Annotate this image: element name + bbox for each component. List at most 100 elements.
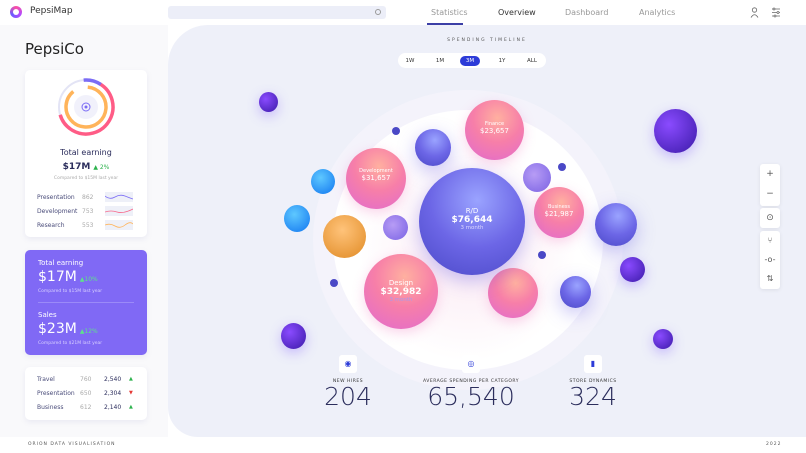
sparkline <box>105 192 133 202</box>
earning-label: Total earning <box>38 259 84 267</box>
bubble[interactable] <box>654 109 697 153</box>
bubble-label: Design <box>388 279 414 287</box>
center-button[interactable]: ⊙ <box>760 208 780 228</box>
divider <box>38 302 134 303</box>
tab-dashboard[interactable]: Dashboard <box>565 8 609 17</box>
sales-label: Sales <box>38 311 57 319</box>
main-visualization: SPENDING TIMELINE 1W 1M 3M 1Y ALL Financ… <box>168 25 806 437</box>
stat-label: STORE DYNAMICS <box>569 379 617 384</box>
earning-delta: ▲ 2% <box>93 164 110 171</box>
bubble-development[interactable]: Development $31,657 <box>346 148 406 209</box>
bubble[interactable] <box>415 129 451 166</box>
bubble-label: Finance <box>484 121 505 127</box>
earning-compare: Compared to $15M last year <box>53 176 119 181</box>
row-label: Research <box>37 222 65 229</box>
bubble[interactable] <box>538 251 546 259</box>
timeline-all-button[interactable]: ALL <box>527 58 537 64</box>
bubble-label: R/D <box>465 207 479 215</box>
bar-chart-icon: ▮ <box>584 355 602 373</box>
search-icon[interactable] <box>375 9 381 15</box>
table-row: Presentation 650 2,304 ▼ <box>37 390 142 400</box>
tab-overview[interactable]: Overview <box>498 8 536 17</box>
cell: 612 <box>80 404 92 411</box>
search-input[interactable] <box>168 6 386 19</box>
bubble[interactable] <box>284 205 310 232</box>
bubble[interactable] <box>620 257 645 282</box>
stat-new-hires: ◉ NEW HIRES 204 <box>308 355 388 410</box>
bubble-value: $21,987 <box>544 210 574 218</box>
bubble-finance[interactable]: Finance $23,657 <box>465 100 524 160</box>
swap-icon[interactable]: ⇅ <box>766 274 774 283</box>
bubble[interactable] <box>330 279 338 287</box>
graph-tools: ⑂ -o- ⇅ <box>760 231 780 289</box>
target-icon: ⊙ <box>766 213 774 223</box>
timeline-1y-button[interactable]: 1Y <box>498 58 506 64</box>
cell: 760 <box>80 376 92 383</box>
bubble[interactable] <box>653 329 673 349</box>
bubble[interactable] <box>281 323 306 349</box>
row-label: Development <box>37 208 78 215</box>
tab-analytics[interactable]: Analytics <box>639 8 676 17</box>
table-row: Business 612 2,140 ▲ <box>37 404 142 414</box>
cell: 2,304 <box>104 390 122 397</box>
category-table: Travel 760 2,540 ▲ Presentation 650 2,304 ▼ Bu… <box>25 367 147 420</box>
bubble[interactable] <box>259 92 278 112</box>
bubble-period: 3 month <box>460 225 484 231</box>
earning-value: $17M ▲10% <box>38 269 98 285</box>
bubble[interactable] <box>523 163 551 192</box>
footer-left: ORION DATA VISUALISATION <box>28 442 116 447</box>
earning-value: $17M <box>62 162 91 172</box>
bubble[interactable] <box>488 268 538 318</box>
table-row: Travel 760 2,540 ▲ <box>37 376 142 386</box>
list-item: Development 753 <box>37 206 137 218</box>
total-earning-label: Total earning <box>60 148 112 157</box>
sales-value: $23M ▲12% <box>38 321 98 337</box>
bubble[interactable] <box>311 169 335 194</box>
cell: 2,540 <box>104 376 122 383</box>
filter-icon[interactable] <box>771 7 781 18</box>
earning-donut-chart <box>57 78 115 136</box>
timeline-1m-button[interactable]: 1M <box>435 58 445 64</box>
timeline-3m-button[interactable]: 3M <box>460 56 480 66</box>
commit-icon[interactable]: -o- <box>764 255 776 264</box>
bubble[interactable] <box>595 203 637 246</box>
bubble-rd[interactable]: R/D $76,644 3 month <box>419 168 525 275</box>
zoom-out-button[interactable]: − <box>766 189 774 199</box>
delta: ▲12% <box>79 328 98 335</box>
sparkline <box>105 206 133 216</box>
bubble-label: Business <box>547 204 571 210</box>
sparkline <box>105 220 133 230</box>
zoom-in-button[interactable]: + <box>766 169 774 179</box>
bubble-period: 3 month <box>389 297 413 303</box>
bubble[interactable] <box>560 276 591 308</box>
bubble[interactable] <box>392 127 400 135</box>
sales-compare: Compared to $21M last year <box>38 341 103 346</box>
top-bar: PepsiMap Statistics Overview Dashboard A… <box>0 0 806 25</box>
total-earning-card: Total earning $17M ▲ 2% Compared to $15M … <box>25 70 147 237</box>
total-earning-value: $17M ▲ 2% <box>25 162 147 172</box>
user-icon[interactable] <box>750 7 759 18</box>
target-icon: ◉ <box>339 355 357 373</box>
arrow-up-icon: ▲ <box>129 404 133 410</box>
arrow-down-icon: ▼ <box>129 390 133 396</box>
bubble[interactable] <box>323 215 366 258</box>
list-item: Research 553 <box>37 220 137 232</box>
bubble[interactable] <box>383 215 408 240</box>
value: $17M <box>38 269 77 285</box>
stat-store-dynamics: ▮ STORE DYNAMICS 324 <box>553 355 633 410</box>
stat-label: AVERAGE SPENDING PER CATEGORY <box>423 379 519 384</box>
bubble-design[interactable]: Design $32,982 3 month <box>364 254 438 329</box>
logo-icon <box>10 6 22 18</box>
timeline-1w-button[interactable]: 1W <box>405 58 415 64</box>
footer-year: 2022 <box>766 442 782 447</box>
earning-compare: Compared to $15M last year <box>38 289 103 294</box>
stat-value: 324 <box>569 382 617 411</box>
branch-icon[interactable]: ⑂ <box>767 236 773 245</box>
cell: 650 <box>80 390 92 397</box>
summary-card: Total earning $17M ▲10% Compared to $15M … <box>25 250 147 355</box>
tab-statistics[interactable]: Statistics <box>431 8 468 17</box>
bubble-label: Development <box>359 168 393 174</box>
bubble-business[interactable]: Business $21,987 <box>534 187 584 238</box>
bubble[interactable] <box>558 163 566 171</box>
row-label: Presentation <box>37 194 75 201</box>
